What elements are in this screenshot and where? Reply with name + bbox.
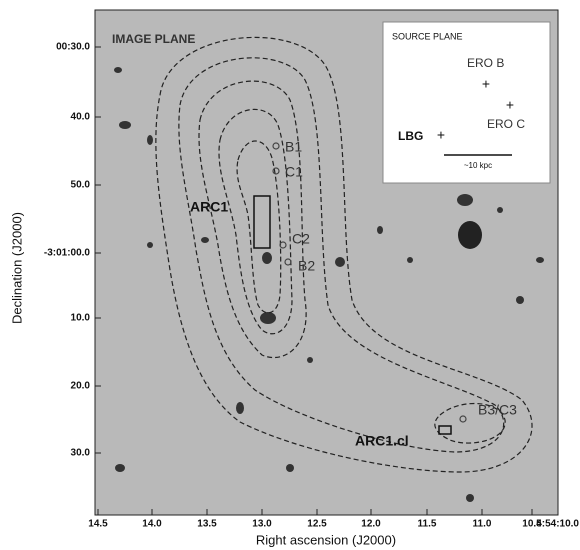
y-axis-label: Declination (J2000) [9, 212, 24, 324]
y-tick-label: 30.0 [71, 448, 91, 459]
marker: + [506, 97, 514, 113]
x-tick-label: 14.5 [88, 519, 108, 530]
annotation: ARC1 [190, 199, 228, 215]
x-tick-label: 14.0 [142, 519, 162, 530]
x-tick-label: 13.5 [197, 519, 217, 530]
x-tick-labels: 14.5 14.0 13.5 13.0 12.5 12.0 11.5 11.0 … [88, 519, 579, 530]
y-tick-label: 20.0 [71, 381, 91, 392]
scale-label: ~10 kpc [464, 161, 492, 170]
inset-label: LBG [398, 129, 423, 143]
inset-label: ERO C [487, 117, 525, 131]
x-axis-label: Right ascension (J2000) [256, 532, 396, 547]
marker: + [482, 76, 490, 92]
source-plane-inset: SOURCE PLANE ERO B + + ERO C LBG + ~10 k… [383, 22, 550, 183]
x-tick-label: 12.0 [361, 519, 381, 530]
annotation: B3/C3 [478, 402, 517, 418]
x-tick-label: 13.0 [252, 519, 272, 530]
inset-box [383, 22, 550, 183]
x-tick-label: 11.5 [418, 519, 437, 530]
y-tick-label: -3:01:00.0 [44, 248, 91, 259]
x-tick-label: 12.5 [307, 519, 327, 530]
annotation: C1 [285, 164, 303, 180]
annotation: B2 [298, 258, 315, 274]
y-tick-label: 00:30.0 [56, 42, 90, 53]
x-tick-label: 11.0 [473, 519, 492, 530]
y-tick-labels: 00:30.0 40.0 50.0 -3:01:00.0 10.0 20.0 3… [44, 42, 91, 459]
y-tick-label: 10.0 [71, 313, 91, 324]
inset-title: SOURCE PLANE [392, 31, 463, 41]
y-tick-label: 40.0 [71, 112, 91, 123]
y-tick-label: 50.0 [71, 180, 91, 191]
annotation: ARC1.cl [355, 433, 409, 449]
annotation: B1 [285, 139, 302, 155]
marker: + [437, 127, 445, 143]
inset-label: ERO B [467, 56, 504, 70]
panel-label: IMAGE PLANE [112, 32, 195, 46]
annotation: C2 [292, 231, 310, 247]
figure: IMAGE PLANE B1 C1 ARC1 C2 B2 B3/C3 ARC1.… [0, 0, 580, 550]
x-tick-label: 4:54:10.0 [536, 519, 579, 530]
